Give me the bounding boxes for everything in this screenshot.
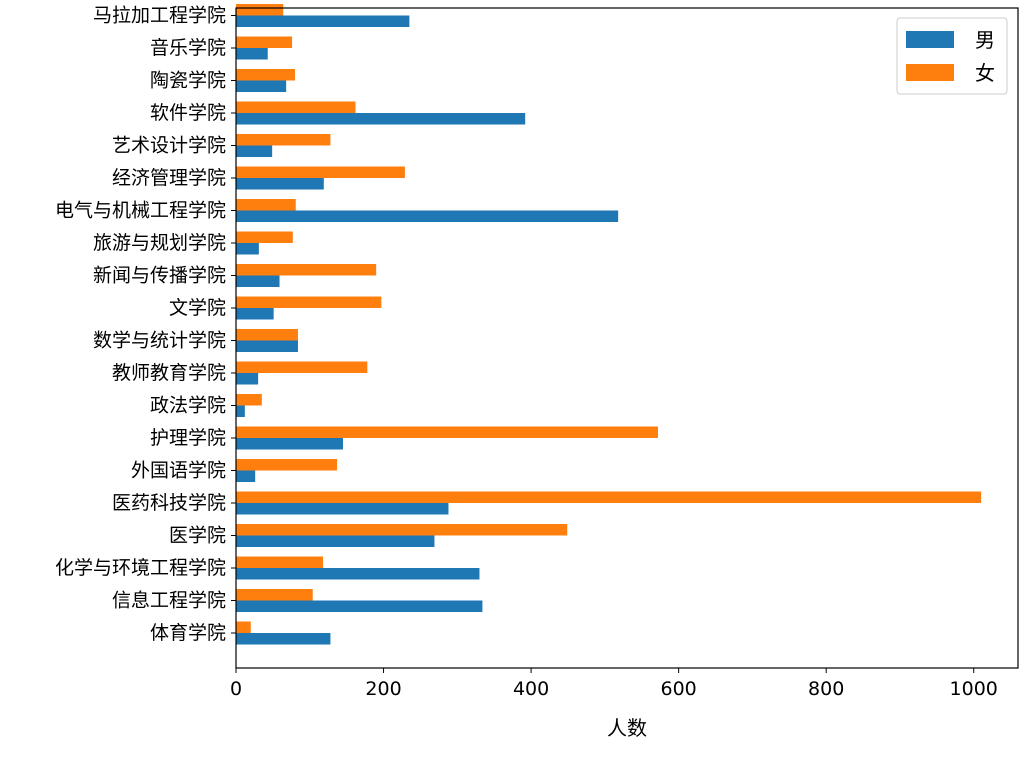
bar-female-18 xyxy=(236,36,293,48)
bar-female-8 xyxy=(236,361,368,373)
bar-female-4 xyxy=(236,491,982,503)
legend: 男 女 xyxy=(896,17,1008,95)
y-tick-label: 政法学院 xyxy=(150,395,226,417)
bar-male-6 xyxy=(236,438,343,450)
bar-female-1 xyxy=(236,589,313,601)
y-tick-label: 经济管理学院 xyxy=(112,167,226,189)
bar-female-19 xyxy=(236,4,284,16)
bar-male-15 xyxy=(236,145,273,157)
bar-male-2 xyxy=(236,568,480,580)
x-tick-label: 1000 xyxy=(950,678,998,700)
x-tick-label: 200 xyxy=(365,678,401,700)
y-tick-label: 医药科技学院 xyxy=(112,492,226,514)
y-tick-label: 教师教育学院 xyxy=(112,362,226,384)
bar-female-2 xyxy=(236,556,324,568)
y-tick-label: 化学与环境工程学院 xyxy=(55,557,226,579)
bar-female-0 xyxy=(236,621,251,633)
bar-male-7 xyxy=(236,405,245,417)
y-tick-label: 旅游与规划学院 xyxy=(93,232,226,254)
bar-female-3 xyxy=(236,524,568,536)
bar-male-5 xyxy=(236,470,256,482)
bar-male-19 xyxy=(236,15,410,27)
y-tick-label: 音乐学院 xyxy=(150,37,226,59)
bar-male-3 xyxy=(236,535,435,547)
y-tick-label: 信息工程学院 xyxy=(112,590,226,612)
bar-male-13 xyxy=(236,210,619,222)
bar-female-14 xyxy=(236,166,405,178)
x-tick-label: 600 xyxy=(661,678,697,700)
bar-male-17 xyxy=(236,80,287,92)
x-tick-label: 0 xyxy=(230,678,242,700)
y-axis-ticks: 体育学院 信息工程学院 化学与环境工程学院 医学院 医药科技学院 外国语学院 护理学院 政法学… xyxy=(55,5,236,644)
y-tick-label: 数学与统计学院 xyxy=(93,330,226,352)
x-tick-label: 400 xyxy=(513,678,549,700)
bar-male-10 xyxy=(236,308,274,320)
y-tick-label: 医学院 xyxy=(169,525,226,547)
bar-female-12 xyxy=(236,231,293,243)
bar-male-9 xyxy=(236,340,298,352)
y-tick-label: 护理学院 xyxy=(150,427,226,449)
y-tick-label: 体育学院 xyxy=(150,622,226,644)
y-tick-label: 新闻与传播学院 xyxy=(93,265,226,287)
x-axis-ticks: 0 200 400 600 800 1000 xyxy=(230,668,998,700)
y-tick-label: 外国语学院 xyxy=(131,460,226,482)
plot-frame xyxy=(235,7,1019,669)
bar-female-11 xyxy=(236,264,377,276)
bar-female-16 xyxy=(236,101,356,113)
bar-female-6 xyxy=(236,426,658,438)
bar-female-7 xyxy=(236,394,262,406)
bar-male-1 xyxy=(236,600,483,612)
bar-female-5 xyxy=(236,459,338,471)
bar-female-9 xyxy=(236,329,298,341)
bars-layer xyxy=(236,4,982,645)
y-tick-label: 文学院 xyxy=(169,297,226,319)
bar-male-8 xyxy=(236,373,259,385)
y-tick-label: 软件学院 xyxy=(150,102,226,124)
legend-swatch-male xyxy=(906,31,954,48)
bar-female-10 xyxy=(236,296,382,308)
bar-male-14 xyxy=(236,178,324,190)
y-tick-label: 陶瓷学院 xyxy=(150,70,226,92)
bar-male-18 xyxy=(236,48,268,60)
bar-male-0 xyxy=(236,633,331,645)
legend-swatch-female xyxy=(906,64,954,81)
y-tick-label: 马拉加工程学院 xyxy=(93,5,226,27)
x-tick-label: 800 xyxy=(808,678,844,700)
legend-label-female: 女 xyxy=(975,61,995,85)
x-axis-title: 人数 xyxy=(607,716,647,740)
bar-male-11 xyxy=(236,275,280,287)
bar-female-15 xyxy=(236,134,331,146)
bar-female-17 xyxy=(236,69,296,81)
bar-male-4 xyxy=(236,503,449,515)
y-tick-label: 电气与机械工程学院 xyxy=(55,200,226,222)
legend-label-male: 男 xyxy=(975,28,995,52)
bar-male-16 xyxy=(236,113,526,125)
bar-male-12 xyxy=(236,243,259,255)
bar-female-13 xyxy=(236,199,296,211)
y-tick-label: 艺术设计学院 xyxy=(112,135,226,157)
